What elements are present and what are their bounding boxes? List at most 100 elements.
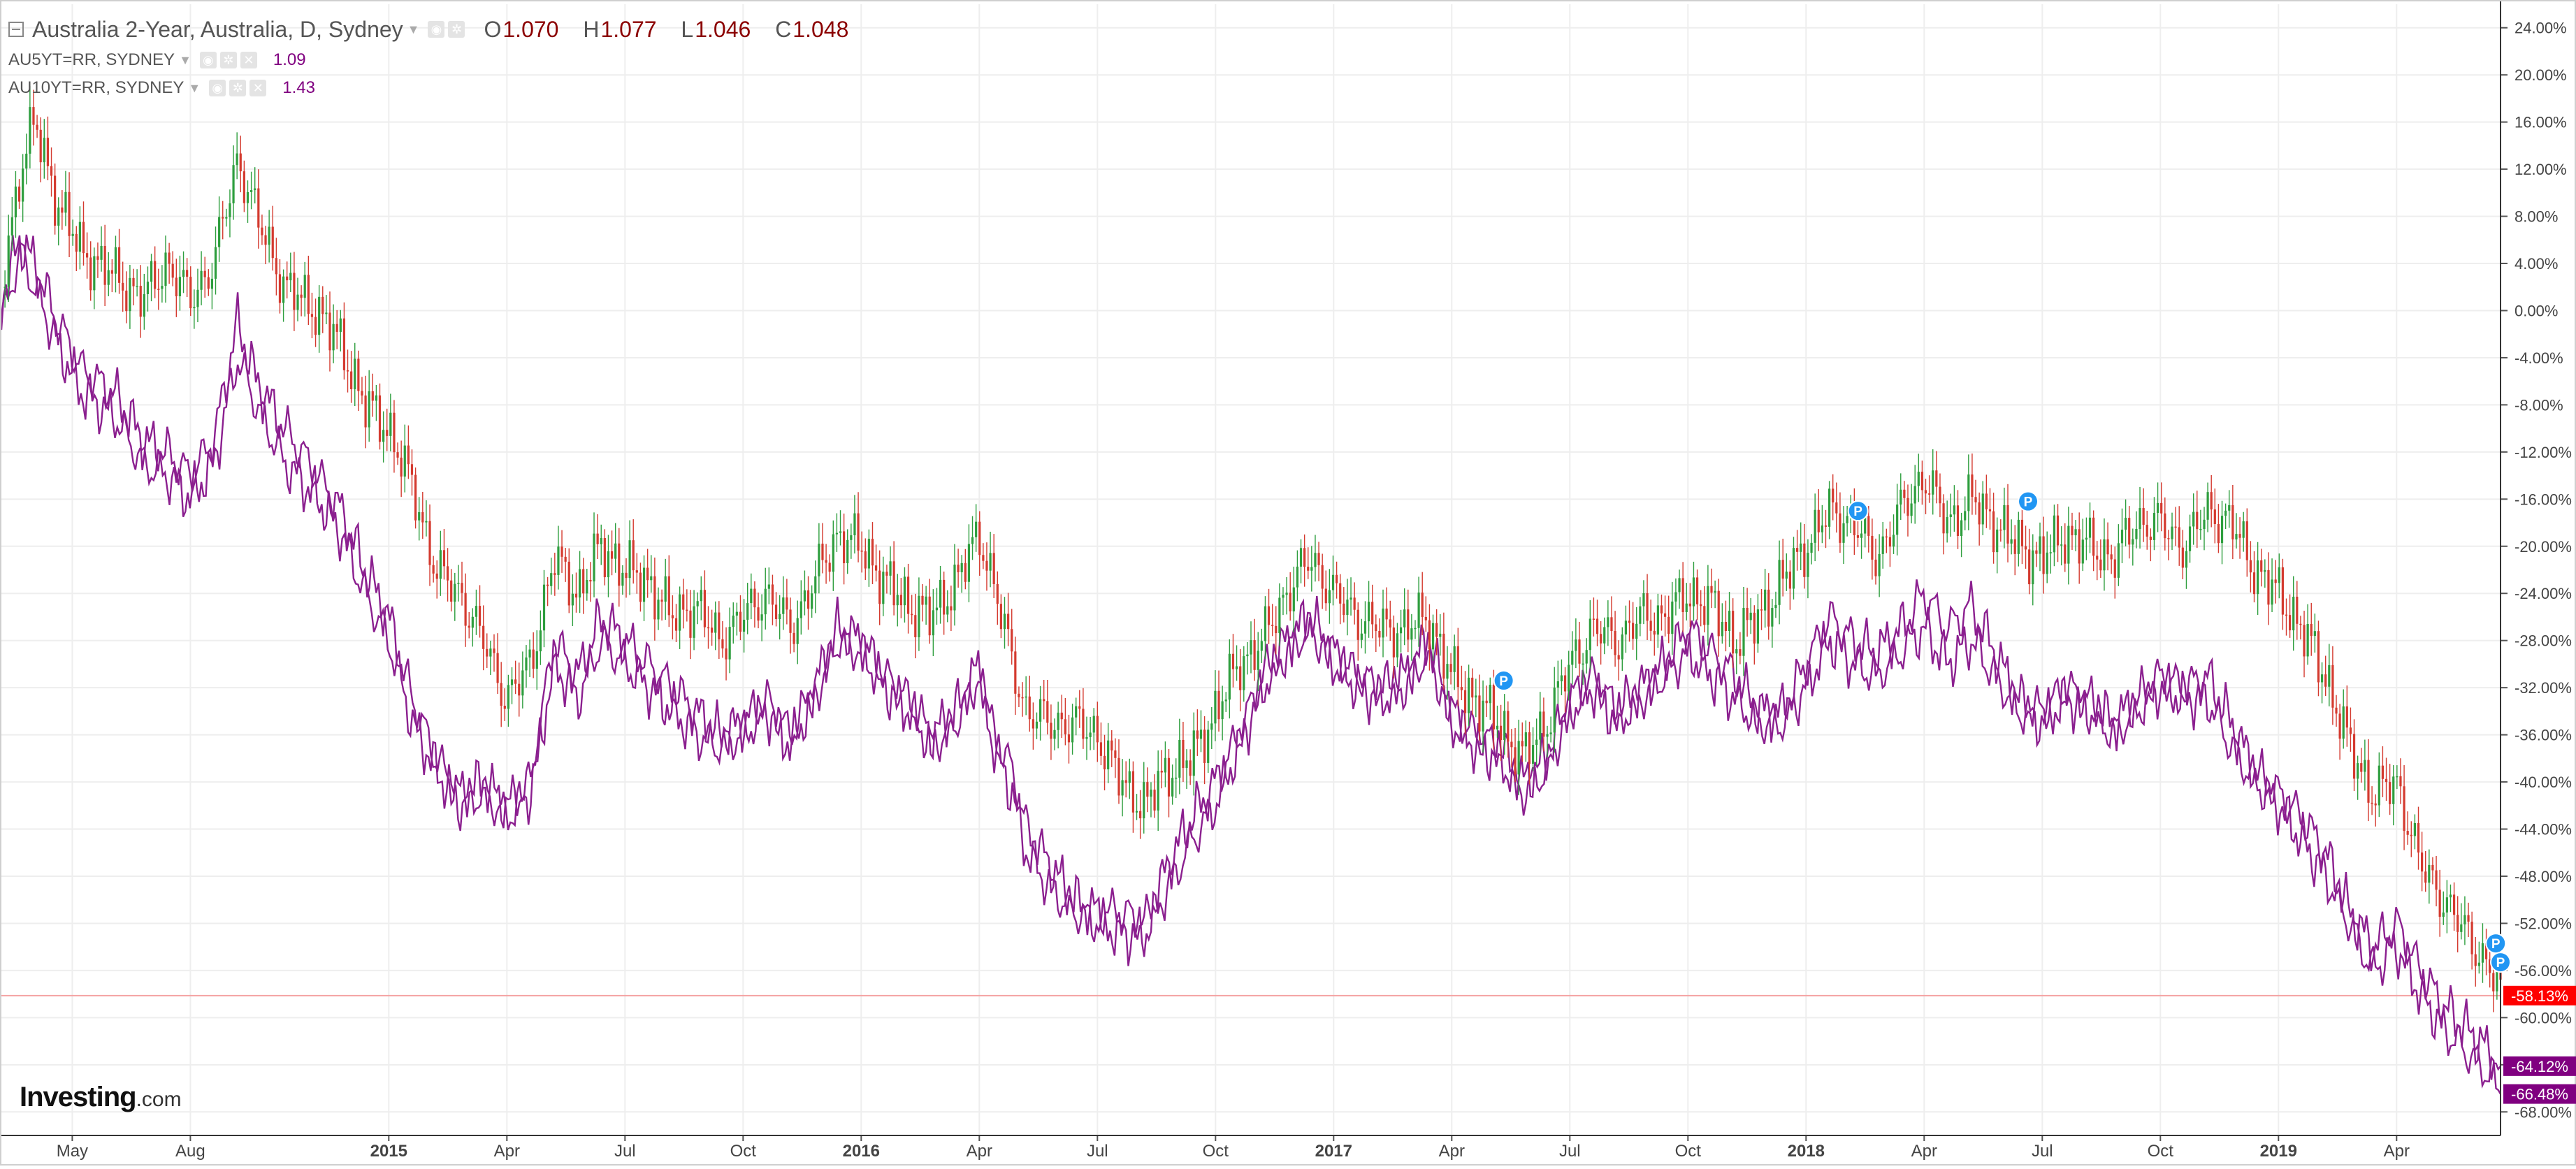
candle-body [1239, 666, 1242, 690]
candle-body [835, 532, 839, 535]
candle-body [278, 274, 282, 303]
candle-body [54, 175, 57, 226]
candle-body [1103, 755, 1106, 770]
close-icon[interactable]: ✕ [240, 52, 257, 68]
candle-body [1985, 493, 1988, 509]
candle-body [29, 107, 31, 154]
candle-body [2249, 560, 2252, 573]
visibility-eye-icon[interactable]: ◉ [428, 21, 445, 38]
candle-body [407, 445, 410, 465]
candle-body [1382, 608, 1384, 638]
candle-body [1167, 757, 1171, 797]
candle-body [635, 570, 638, 573]
candle-body [32, 107, 35, 125]
candle-body [535, 651, 538, 669]
candle-body [2296, 596, 2299, 624]
candle-body [2299, 623, 2302, 625]
candle-body [1336, 574, 1338, 583]
candle-body [1214, 690, 1217, 724]
candle-body [203, 270, 206, 277]
candle-body [471, 616, 474, 628]
candle-body [1724, 621, 1728, 632]
candle-body [264, 235, 267, 245]
candle-body [2032, 550, 2034, 585]
x-tick-label: 2018 [1788, 1142, 1825, 1161]
close-label: C [775, 16, 792, 42]
candle-body [2152, 513, 2156, 540]
gear-icon[interactable]: ✲ [229, 80, 247, 96]
candle-body [1542, 711, 1545, 737]
candle-body [939, 579, 942, 608]
candle-body [1649, 620, 1652, 631]
candle-body [618, 543, 621, 586]
candle-body [2106, 539, 2109, 555]
candle-body [2396, 776, 2398, 778]
collapse-legend-button[interactable] [8, 22, 24, 37]
candle-body [1075, 706, 1078, 718]
candle-body [1046, 701, 1049, 723]
candle-body [1403, 609, 1406, 627]
candle-body [686, 609, 688, 611]
candle-body [1514, 747, 1517, 775]
candle-body [975, 521, 978, 537]
gear-icon[interactable]: ✲ [219, 52, 237, 68]
candle-body [2328, 665, 2331, 687]
candle-body [999, 604, 1002, 630]
candle-body [982, 555, 985, 561]
y-tick-label: -4.00% [2515, 349, 2563, 367]
event-marker-label: P [2024, 495, 2033, 510]
main-series-title: Australia 2-Year, Australia, D, Sydney [32, 16, 403, 42]
open-value: 1.070 [502, 16, 559, 42]
candle-body [657, 600, 660, 620]
candle-body [464, 593, 467, 626]
candle-body [2271, 579, 2273, 605]
candle-body [521, 670, 524, 696]
candle-body [1624, 620, 1627, 635]
candle-body [1817, 509, 1820, 532]
chevron-down-icon[interactable]: ▼ [407, 22, 420, 36]
candle-body [1728, 611, 1731, 632]
candle-body [39, 129, 42, 163]
candle-body [1639, 606, 1642, 624]
series-line-au10yt [0, 241, 2502, 1095]
candle-body [207, 277, 210, 289]
candle-body [171, 263, 174, 278]
candle-body [328, 312, 331, 351]
candle-body [1317, 553, 1320, 565]
candle-body [1785, 571, 1788, 579]
candle-body [2139, 508, 2141, 529]
candle-body [857, 513, 860, 551]
candle-body [1110, 740, 1113, 751]
candle-body [2174, 526, 2177, 528]
candle-body [2442, 912, 2445, 917]
x-tick-label: Apr [494, 1142, 520, 1161]
close-icon[interactable]: ✕ [249, 80, 267, 96]
chevron-down-icon[interactable]: ▼ [188, 80, 201, 95]
y-tick-label: 0.00% [2515, 302, 2558, 319]
candle-body [2481, 943, 2484, 963]
candle-body [2039, 536, 2041, 554]
candle-body [2171, 526, 2173, 539]
gear-icon[interactable]: ✲ [448, 21, 465, 38]
candle-body [614, 543, 617, 559]
candle-body [1157, 771, 1159, 811]
candle-body [421, 511, 424, 523]
visibility-eye-icon[interactable]: ◉ [199, 52, 217, 68]
candle-body [1407, 609, 1410, 640]
event-marker-icon [2490, 952, 2511, 973]
candle-body [114, 247, 117, 274]
candle-body [2385, 778, 2388, 783]
candle-body [354, 358, 356, 390]
candle-body [1642, 593, 1645, 607]
x-tick-label: 2019 [2260, 1142, 2297, 1161]
candle-body [2128, 518, 2131, 545]
high-value: 1.077 [600, 16, 657, 42]
candle-body [799, 601, 802, 618]
y-tick-label: -24.00% [2515, 585, 2572, 602]
candle-body [875, 565, 878, 571]
candle-body [1814, 509, 1816, 543]
candle-body [1089, 732, 1092, 737]
candle-body [1906, 498, 1909, 516]
visibility-eye-icon[interactable]: ◉ [209, 80, 226, 96]
chevron-down-icon[interactable]: ▼ [179, 52, 191, 67]
